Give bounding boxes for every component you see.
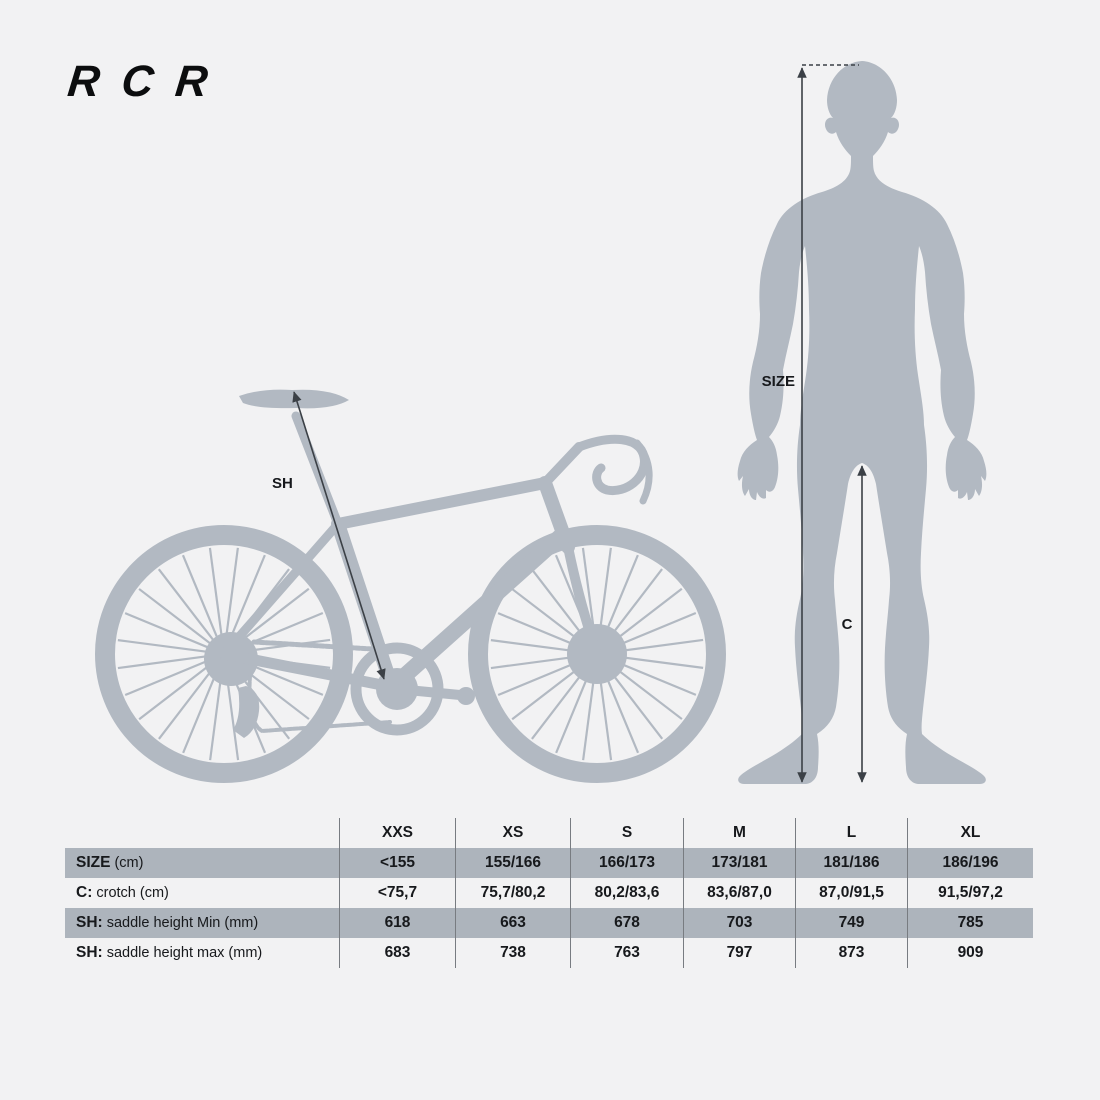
body-height-label: SIZE (762, 373, 795, 390)
size-table: XXS XS S M L XL SIZE (cm) <155 155/166 166/173 173/… (65, 818, 1033, 968)
row-label: C: crotch (cm) (76, 884, 169, 901)
column-header-l: L (795, 818, 907, 848)
table-cell: 703 (683, 908, 795, 938)
table-cell: 763 (570, 938, 683, 968)
table-cell: 678 (570, 908, 683, 938)
row-label: SH: saddle height Min (mm) (65, 908, 339, 938)
person-silhouette (737, 61, 987, 784)
table-cell: 797 (683, 938, 795, 968)
table-cell: 749 (795, 908, 907, 938)
table-cell: 618 (339, 908, 455, 938)
table-cell: <75,7 (339, 878, 455, 908)
table-cell: 173/181 (683, 848, 795, 878)
table-cell: 91,5/97,2 (907, 878, 1033, 908)
table-cell: 83,6/87,0 (683, 878, 795, 908)
handlebar (574, 434, 649, 496)
table-cell: 186/196 (907, 848, 1033, 878)
table-cell: 785 (907, 908, 1033, 938)
bike-silhouette (95, 389, 726, 783)
rear-wheel (95, 525, 353, 783)
brake-lever (633, 439, 653, 505)
table-cell: 909 (907, 938, 1033, 968)
table-cell: 80,2/83,6 (570, 878, 683, 908)
table-corner (65, 818, 339, 848)
table-cell: 166/173 (570, 848, 683, 878)
row-label: SIZE (cm) (65, 848, 339, 878)
table-cell: 663 (455, 908, 570, 938)
pedal (457, 687, 475, 705)
chain-top (251, 639, 393, 653)
saddle-height-label: SH (272, 475, 293, 492)
table-cell: 181/186 (795, 848, 907, 878)
table-cell: 683 (339, 938, 455, 968)
table-cell: <155 (339, 848, 455, 878)
seatpost (291, 411, 343, 529)
chain-bottom (247, 674, 392, 734)
table-cell: 873 (795, 938, 907, 968)
table-cell: 75,7/80,2 (455, 878, 570, 908)
rear-derailleur (233, 686, 260, 738)
column-header-s: S (570, 818, 683, 848)
front-wheel (468, 525, 726, 783)
column-header-m: M (683, 818, 795, 848)
table-cell: 155/166 (455, 848, 570, 878)
saddle-height-arrow (292, 391, 386, 680)
stem (540, 442, 584, 488)
crankset (350, 642, 475, 736)
column-header-xl: XL (907, 818, 1033, 848)
table-cell: 87,0/91,5 (795, 878, 907, 908)
crotch-label: C (842, 616, 853, 633)
column-header-xxs: XXS (339, 818, 455, 848)
row-label: SH: saddle height max (mm) (76, 944, 263, 961)
fork (563, 542, 602, 659)
column-header-xs: XS (455, 818, 570, 848)
table-cell: 738 (455, 938, 570, 968)
